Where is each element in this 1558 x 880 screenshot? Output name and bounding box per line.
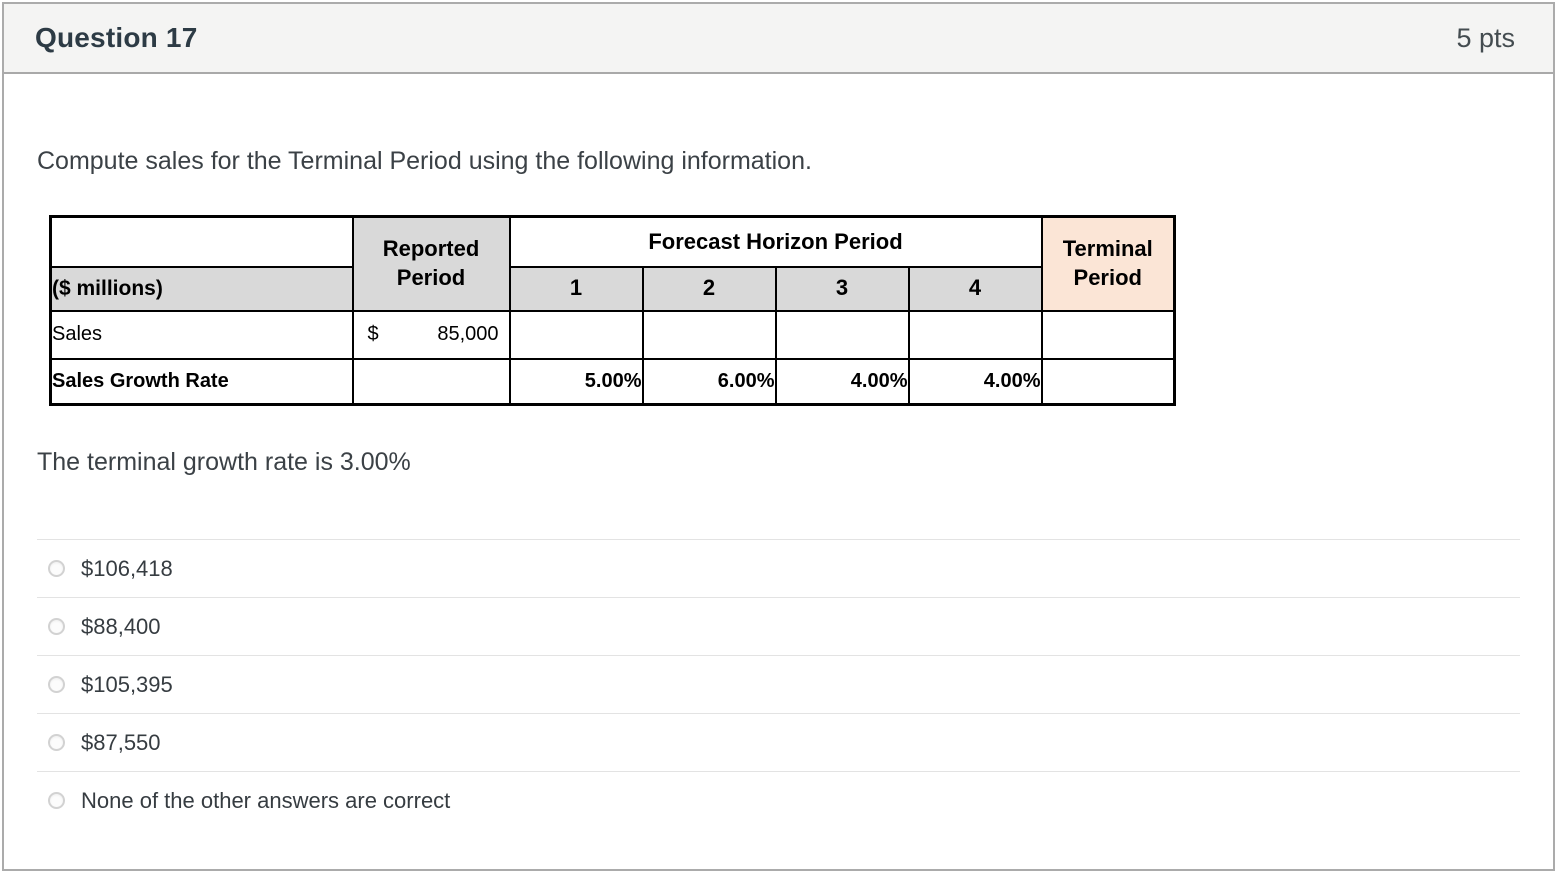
answer-option-label[interactable]: $87,550 (81, 729, 161, 755)
unit-label-cell: ($ millions) (49, 265, 354, 312)
sales-period-4-cell (907, 309, 1043, 360)
sales-reported-cell: $ 85,000 (351, 309, 511, 360)
sales-reported-value: 85,000 (437, 323, 499, 346)
sales-period-3-cell (774, 309, 910, 360)
answer-options: $106,418 $88,400 $105,395 $87,550 None o… (37, 539, 1520, 829)
growth-rate-period-3: 4.00% (774, 357, 910, 406)
answer-option-label[interactable]: $106,418 (81, 555, 173, 581)
sales-forecast-table: Reported Period Forecast Horizon Period … (49, 215, 1176, 407)
period-1-header: 1 (508, 265, 644, 312)
growth-terminal-cell (1040, 357, 1176, 406)
answer-option-row[interactable]: None of the other answers are correct (37, 771, 1520, 829)
radio-button[interactable] (48, 618, 65, 636)
forecast-horizon-header: Forecast Horizon Period (508, 215, 1043, 268)
answer-option-row[interactable]: $106,418 (37, 539, 1520, 597)
answer-option-label[interactable]: None of the other answers are correct (81, 787, 451, 813)
sales-terminal-cell (1040, 309, 1176, 360)
corner-empty-cell (49, 215, 354, 268)
answer-option-label[interactable]: $88,400 (81, 613, 161, 639)
terminal-growth-note: The terminal growth rate is 3.00% (37, 448, 411, 477)
reported-period-header: Reported Period (351, 215, 511, 312)
answer-option-row[interactable]: $105,395 (37, 655, 1520, 713)
answer-option-row[interactable]: $88,400 (37, 597, 1520, 655)
sales-row-label: Sales (49, 309, 354, 360)
question-prompt: Compute sales for the Terminal Period us… (37, 147, 812, 175)
radio-button[interactable] (48, 734, 65, 752)
period-4-header: 4 (907, 265, 1043, 312)
radio-button[interactable] (48, 792, 65, 810)
answer-option-label[interactable]: $105,395 (81, 671, 173, 697)
sales-period-2-cell (641, 309, 777, 360)
growth-reported-cell (351, 357, 511, 406)
growth-rate-period-2: 6.00% (641, 357, 777, 406)
period-3-header: 3 (774, 265, 910, 312)
currency-symbol: $ (367, 323, 379, 346)
growth-rate-period-4: 4.00% (907, 357, 1043, 406)
terminal-period-header: Terminal Period (1040, 215, 1176, 312)
period-2-header: 2 (641, 265, 777, 312)
question-title: Question 17 (35, 22, 198, 53)
question-header: Question 17 5 pts (4, 4, 1553, 74)
sales-period-1-cell (508, 309, 644, 360)
radio-button[interactable] (48, 560, 65, 578)
question-body: Compute sales for the Terminal Period us… (4, 146, 1553, 829)
answer-option-row[interactable]: $87,550 (37, 713, 1520, 771)
question-points: 5 pts (1456, 22, 1515, 53)
growth-rate-period-1: 5.00% (508, 357, 644, 406)
radio-button[interactable] (48, 676, 65, 694)
growth-rate-row-label: Sales Growth Rate (49, 357, 354, 406)
